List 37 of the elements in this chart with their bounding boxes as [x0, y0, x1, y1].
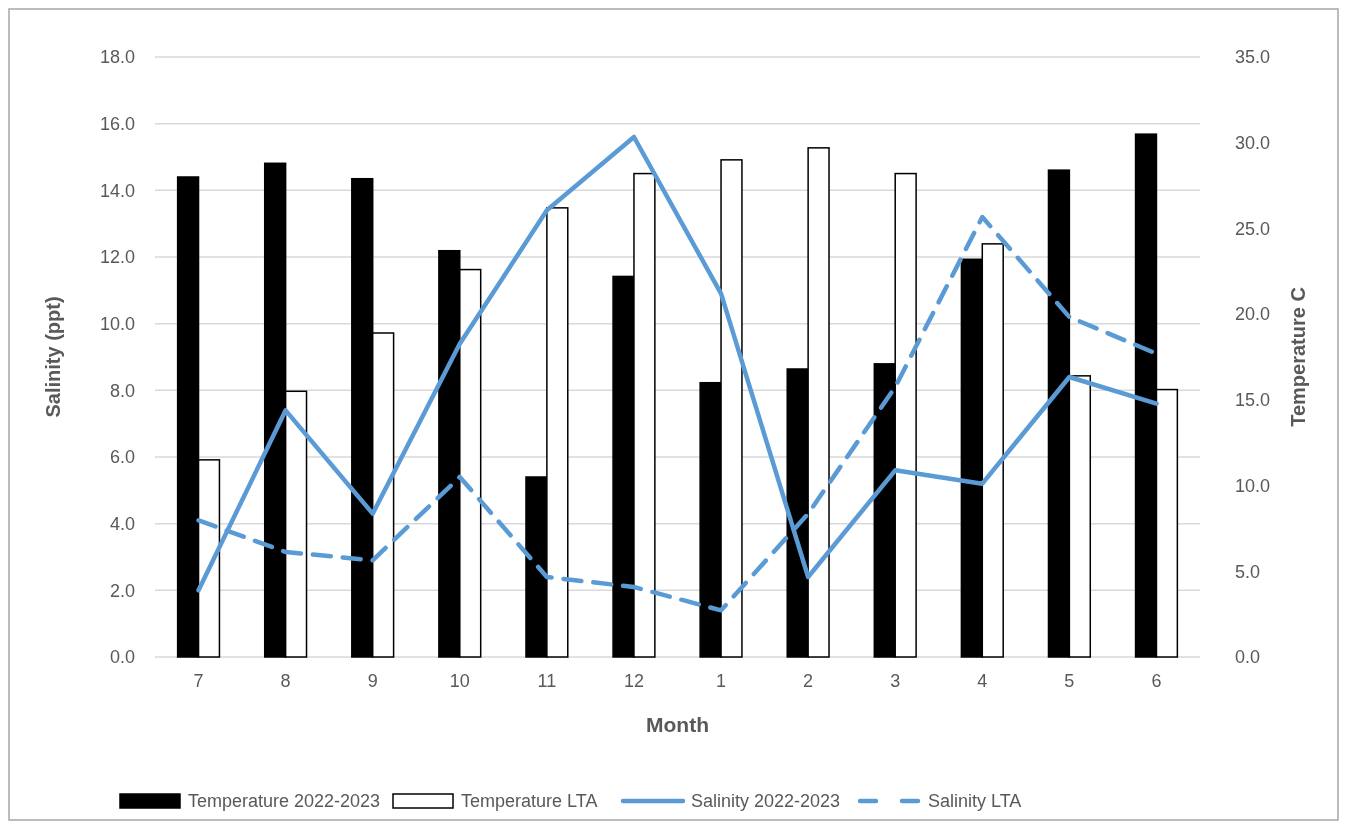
y2-tick-label: 15.0	[1235, 390, 1271, 411]
y-tick-label: 14.0	[99, 180, 135, 201]
y-tick-label: 6.0	[109, 447, 135, 468]
x-tick-label: 5	[1064, 671, 1075, 691]
y2-axis-title: Temperature C	[1287, 287, 1309, 427]
y2-tick-label: 20.0	[1235, 304, 1271, 325]
y-tick-label: 12.0	[99, 247, 135, 268]
y-tick-label: 10.0	[99, 313, 135, 334]
x-tick-label: 11	[537, 671, 557, 691]
x-axis-title: Month	[646, 713, 709, 736]
y2-tick-label: 35.0	[1235, 47, 1271, 68]
legend-label: Temperature LTA	[461, 791, 598, 812]
legend-label: Salinity 2022-2023	[691, 791, 841, 812]
legend-label: Temperature 2022-2023	[188, 791, 381, 812]
x-tick-label: 3	[890, 671, 901, 691]
y2-tick-label: 30.0	[1235, 133, 1271, 154]
x-tick-label: 6	[1151, 671, 1162, 691]
x-tick-label: 7	[193, 671, 204, 691]
y-tick-label: 18.0	[99, 47, 135, 68]
x-tick-label: 1	[716, 671, 727, 691]
y2-tick-label: 25.0	[1235, 218, 1271, 239]
y-tick-label: 8.0	[109, 380, 135, 401]
y-tick-label: 2.0	[109, 580, 135, 601]
y2-tick-label: 5.0	[1235, 561, 1261, 582]
x-tick-label: 12	[623, 671, 644, 691]
y-axis-title: Salinity (ppt)	[42, 296, 64, 418]
y-tick-label: 4.0	[109, 513, 135, 534]
y2-tick-label: 10.0	[1235, 475, 1271, 496]
x-tick-label: 10	[449, 671, 470, 691]
legend-label: Salinity LTA	[928, 791, 1022, 812]
x-tick-label: 4	[977, 671, 988, 691]
y-tick-label: 16.0	[99, 113, 135, 134]
y-tick-label: 0.0	[109, 647, 135, 668]
x-tick-label: 9	[367, 671, 378, 691]
x-tick-label: 8	[280, 671, 291, 691]
x-tick-label: 2	[803, 671, 814, 691]
y2-tick-label: 0.0	[1235, 647, 1261, 668]
